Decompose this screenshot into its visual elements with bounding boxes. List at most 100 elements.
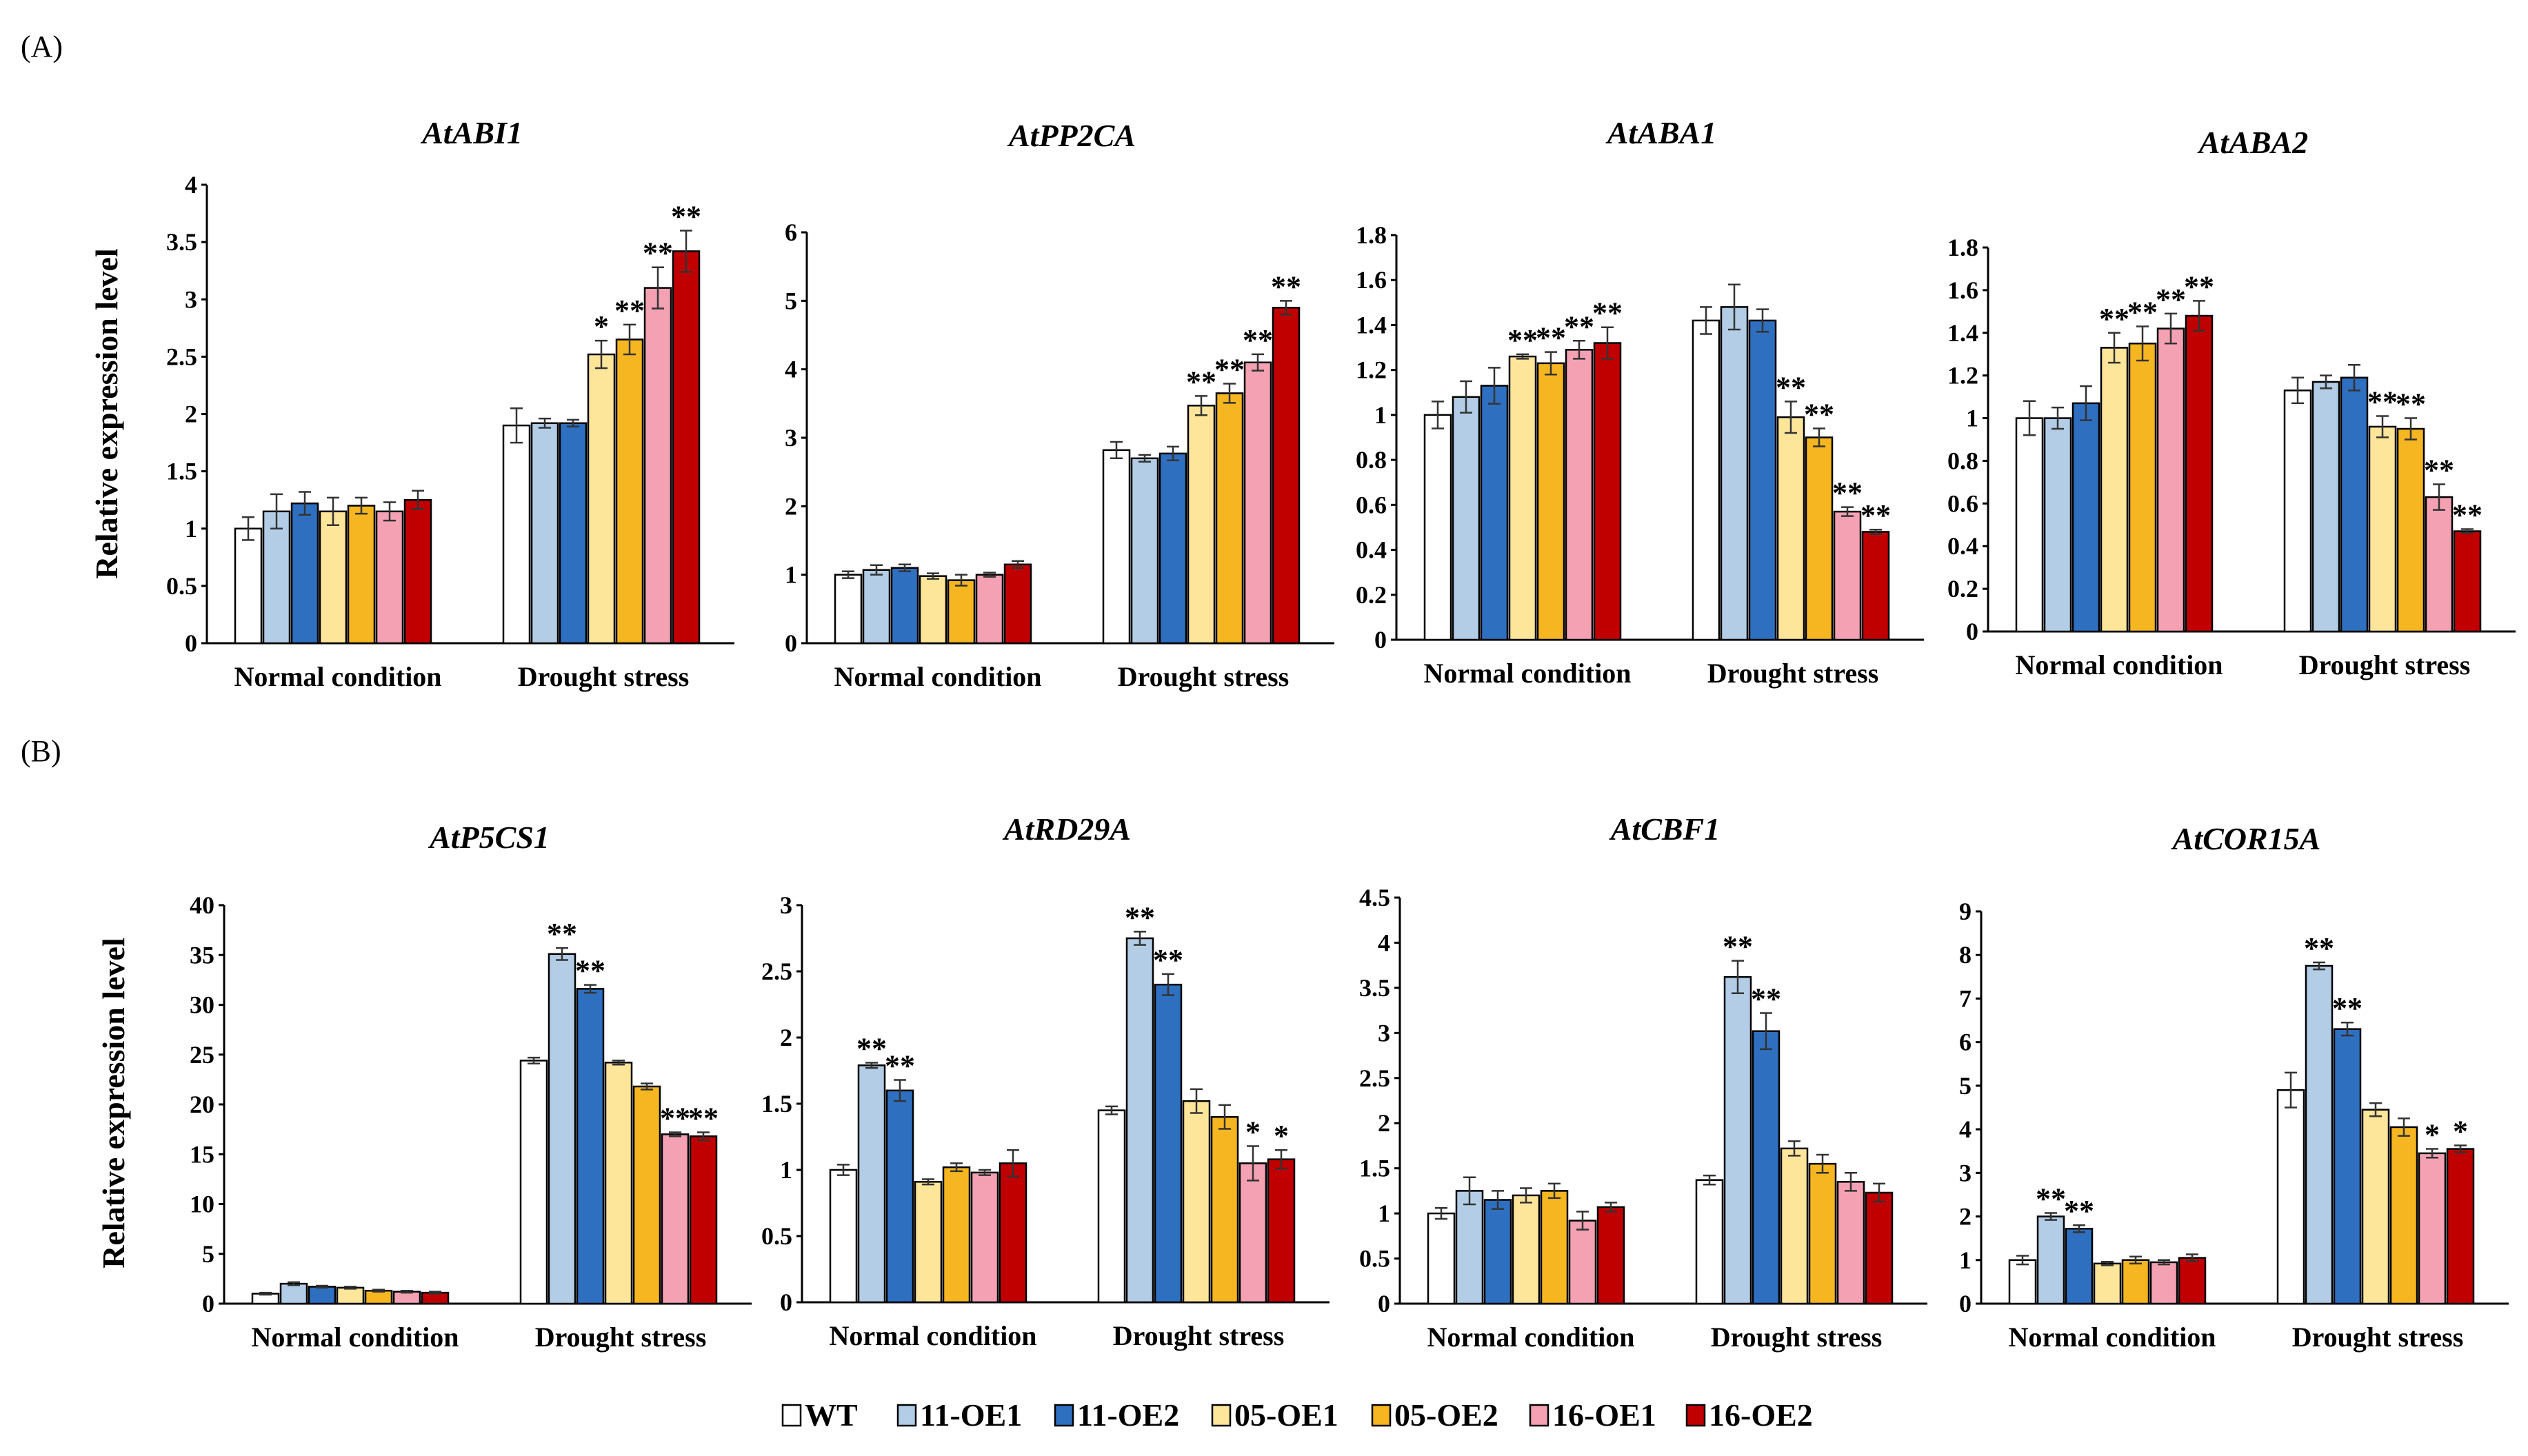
- y-tick-label: 0.4: [1947, 532, 1978, 560]
- significance-marker: **: [1776, 370, 1806, 404]
- y-tick-label: 25: [190, 1041, 214, 1069]
- legend-swatch: [1685, 1404, 1706, 1427]
- y-tick-label: 5: [1959, 1072, 1972, 1100]
- legend-swatch: [1529, 1404, 1549, 1427]
- y-tick-label: 0.2: [1356, 581, 1387, 609]
- category-label: Drought stress: [1707, 658, 1879, 689]
- bar: [336, 1286, 365, 1305]
- chart-aba2: AtABA2 0 0.2 0.4 0.6 0.8 1 1.2 1.4 1.6 1.8 Normal c…: [1947, 125, 2516, 680]
- significance-marker: **: [688, 1101, 719, 1135]
- bar: [2071, 402, 2100, 633]
- bar: [2418, 1152, 2447, 1305]
- bar: [1865, 1191, 1894, 1305]
- bar: [559, 422, 588, 645]
- category-label: Drought stress: [1113, 1320, 1285, 1351]
- bar: [643, 287, 672, 645]
- bar: [1805, 436, 1834, 641]
- y-tick-label: 3.5: [166, 228, 197, 256]
- significance-marker: *: [2453, 1115, 2468, 1149]
- bar: [1776, 416, 1805, 641]
- bar: [1130, 457, 1159, 645]
- bar: [2185, 314, 2214, 633]
- y-tick-label: 0: [780, 1288, 792, 1316]
- bar: [2178, 1257, 2207, 1305]
- bar: [1748, 319, 1777, 641]
- bar: [1423, 414, 1452, 641]
- y-tick-label: 0: [1374, 626, 1387, 654]
- bar: [615, 338, 644, 645]
- bar: [975, 574, 1004, 645]
- y-tick-label: 0: [185, 629, 197, 657]
- bar: [502, 424, 531, 645]
- bar: [2156, 327, 2185, 633]
- significance-marker: **: [2127, 295, 2158, 329]
- bar: [1215, 392, 1244, 645]
- y-tick-label: 0: [202, 1290, 214, 1317]
- bar: [2015, 417, 2044, 633]
- legend-label: 05-OE2: [1394, 1397, 1498, 1433]
- bar: [1861, 531, 1890, 641]
- y-tick-label: 0.5: [166, 572, 197, 600]
- bar: [2361, 1109, 2390, 1305]
- y-tick-label: 0.5: [1359, 1245, 1390, 1273]
- legend-swatch: [1211, 1404, 1232, 1427]
- significance-marker: **: [2099, 302, 2129, 336]
- y-tick-label: 1.5: [166, 458, 197, 485]
- bar: [308, 1286, 337, 1305]
- chart-rd29a: AtRD29A 0 0.5 1 1.5 2 2.5 3 Normal condition Drou…: [761, 811, 1330, 1351]
- legend-label: 11-OE2: [1077, 1397, 1179, 1433]
- category-label: Normal condition: [251, 1322, 459, 1353]
- y-tick-label: 1.6: [1356, 266, 1387, 294]
- significance-marker: **: [1832, 476, 1863, 510]
- bar: [829, 1169, 858, 1304]
- bar: [970, 1171, 999, 1304]
- significance-marker: **: [575, 954, 605, 988]
- bar: [2036, 1215, 2065, 1305]
- bar: [1272, 307, 1301, 645]
- y-tick-label: 5: [202, 1240, 214, 1268]
- y-tick-label: 1: [785, 561, 797, 589]
- y-tick-label: 0: [785, 629, 797, 657]
- bar: [1512, 1194, 1541, 1305]
- significance-marker: **: [1153, 943, 1183, 977]
- category-label: Drought stress: [1118, 661, 1290, 692]
- y-tick-label: 1: [1959, 1246, 1972, 1274]
- y-tick-label: 2: [785, 492, 797, 520]
- bar: [519, 1060, 548, 1305]
- category-label: Normal condition: [234, 661, 441, 692]
- y-tick-label: 7: [1959, 984, 1972, 1012]
- bar: [1483, 1199, 1512, 1305]
- category-label: Normal condition: [829, 1320, 1036, 1351]
- significance-marker: **: [614, 294, 645, 327]
- bar: [2311, 381, 2340, 633]
- y-tick-label: 1.4: [1947, 319, 1978, 347]
- bar: [587, 353, 616, 645]
- bar: [2340, 376, 2369, 633]
- y-tick-label: 1.4: [1356, 311, 1387, 338]
- bar: [1455, 1190, 1484, 1305]
- bar: [1593, 342, 1622, 641]
- bar: [1752, 1030, 1780, 1305]
- y-tick-label: 2: [185, 401, 197, 428]
- significance-marker: **: [1860, 498, 1891, 532]
- bar: [2043, 417, 2072, 633]
- bar: [1154, 983, 1183, 1304]
- bar: [1692, 319, 1721, 641]
- significance-marker: **: [671, 200, 701, 234]
- bar: [2446, 1148, 2475, 1305]
- bar: [1508, 355, 1537, 641]
- y-tick-label: 35: [190, 941, 214, 969]
- bar: [2276, 1089, 2305, 1305]
- chart-cor15a: AtCOR15A 0 1 2 3 4 5 6 7 8 9 Normal condition Drough…: [1959, 821, 2509, 1353]
- y-tick-label: 3: [1378, 1019, 1390, 1046]
- y-tick-label: 3: [785, 424, 797, 452]
- y-tick-label: 4: [1959, 1115, 1972, 1143]
- chart-p5cs1: AtP5CS1 0 5 10 15 20 25 30 35 40 Relative expressi…: [96, 820, 752, 1353]
- significance-marker: **: [1564, 310, 1594, 343]
- bar: [1480, 385, 1509, 641]
- y-tick-label: 2.5: [761, 958, 792, 985]
- y-tick-label: 40: [190, 891, 214, 919]
- bar: [947, 579, 976, 645]
- bar: [2149, 1261, 2178, 1305]
